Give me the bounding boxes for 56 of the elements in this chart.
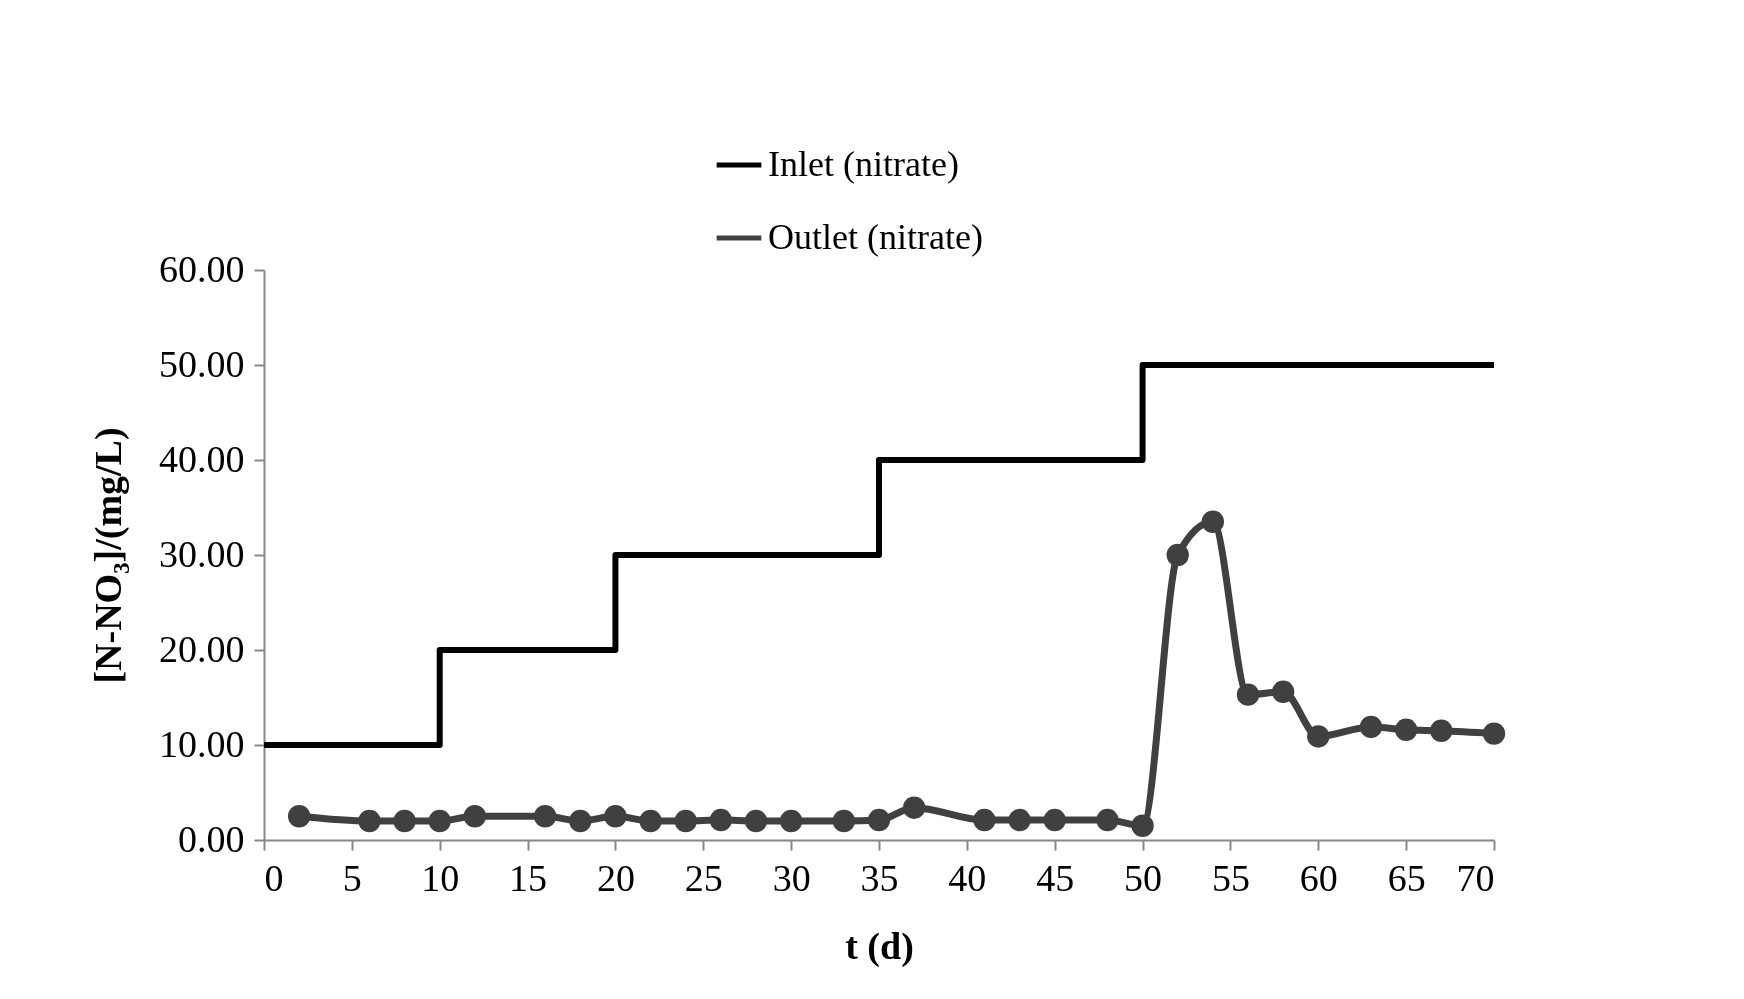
point — [463, 805, 487, 828]
y-tick-label: 50.00 — [159, 342, 245, 385]
point — [1008, 808, 1031, 832]
point — [1166, 543, 1189, 567]
y-tick-label: 30.00 — [159, 532, 245, 575]
y-tick-label: 0.00 — [178, 817, 245, 860]
point — [428, 809, 451, 833]
point — [1043, 808, 1066, 832]
point — [1430, 719, 1453, 742]
point — [1482, 722, 1506, 745]
point — [639, 809, 662, 833]
x-tick-label: 35 — [860, 856, 899, 899]
point — [533, 805, 557, 828]
x-tick-label: 60 — [1299, 856, 1338, 899]
x-tick-label: 15 — [509, 856, 548, 899]
point — [358, 809, 381, 833]
x-tick-label: 10 — [421, 856, 460, 899]
point — [1394, 718, 1418, 741]
x-tick-label: 25 — [684, 856, 723, 899]
point — [569, 809, 592, 833]
x-tick-label: 20 — [596, 856, 635, 899]
point — [1307, 725, 1330, 748]
x-tick-label: 70 — [1456, 856, 1495, 899]
x-tick-label: 55 — [1211, 856, 1250, 899]
point — [867, 808, 891, 832]
point — [709, 808, 733, 832]
point — [973, 808, 996, 832]
x-tick-label: 45 — [1036, 856, 1075, 899]
point — [1359, 715, 1383, 739]
y-axis-title: [N-NO₃]/(mg/L) — [87, 427, 130, 684]
point — [287, 805, 311, 828]
x-tick-label: 40 — [948, 856, 987, 899]
x-tick-label: 0 — [264, 856, 284, 899]
x-tick-label: 5 — [342, 856, 362, 899]
point — [1096, 808, 1119, 832]
x-tick-label: 30 — [772, 856, 811, 899]
y-tick-label: 10.00 — [159, 722, 245, 765]
point — [393, 809, 416, 833]
point — [1236, 683, 1260, 706]
point — [744, 809, 768, 833]
point — [832, 809, 856, 833]
y-tick-label: 40.00 — [159, 437, 245, 480]
y-tick-label: 20.00 — [159, 627, 245, 670]
x-tick-label: 65 — [1387, 856, 1426, 899]
point — [902, 796, 926, 819]
point — [1201, 510, 1225, 533]
y-tick-label: 60.00 — [159, 247, 245, 290]
x-axis-title: t (d) — [845, 924, 914, 968]
point — [1271, 680, 1295, 703]
x-tick-label: 50 — [1124, 856, 1163, 899]
point — [1131, 814, 1154, 837]
legend-label: Outlet (nitrate) — [768, 217, 983, 257]
point — [604, 805, 627, 828]
point — [674, 809, 697, 833]
legend-label: Inlet (nitrate) — [768, 144, 959, 184]
point — [779, 809, 803, 833]
